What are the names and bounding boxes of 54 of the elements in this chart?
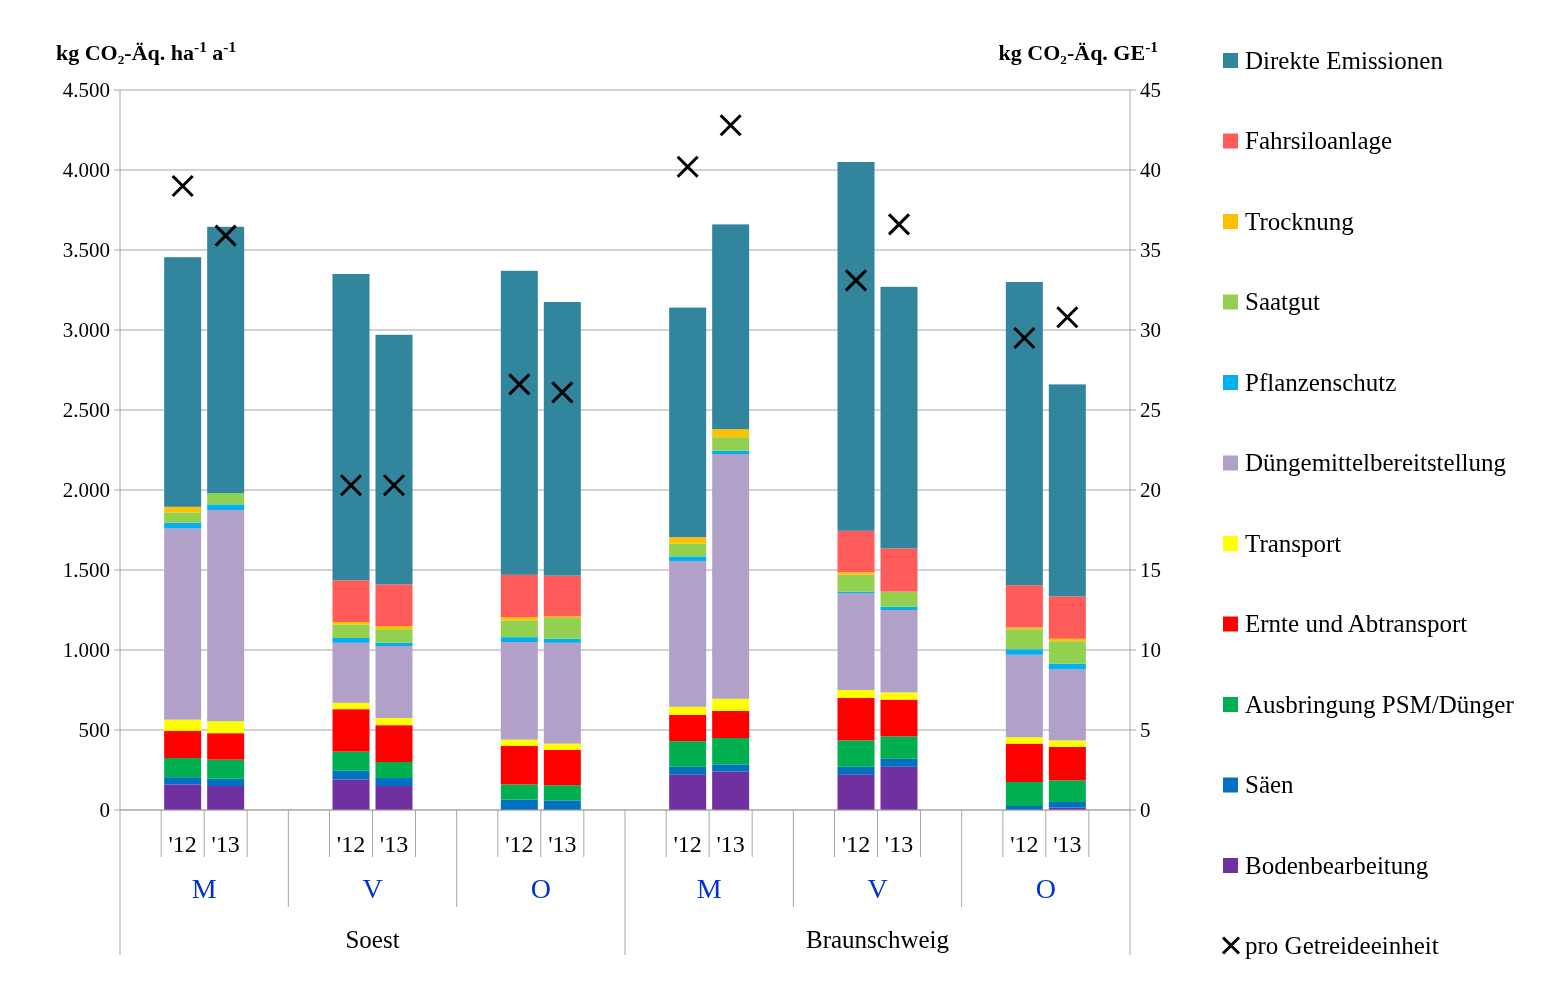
x-tick-label: '13 [716, 831, 745, 857]
text: O [530, 873, 551, 904]
y-tick-label: 2.500 [62, 398, 110, 423]
y-axis-title: kg CO₂-Äq. ha$^{-1}$ a$^{-1}$ [56, 37, 237, 65]
x-tick-label: '13 [884, 831, 914, 857]
text: V [867, 873, 888, 904]
y-tick-label: 0 [99, 798, 110, 823]
legend-label: Direkte Emissionen [1245, 46, 1444, 74]
legend-label: Trocknung [1245, 207, 1355, 235]
x-tick-label: '12 [168, 831, 197, 857]
legend-label: Ernte und Abtransport [1245, 610, 1468, 638]
x-tick-label: '13 [548, 831, 577, 857]
legend-label: Transport [1245, 529, 1342, 557]
legend-label: pro Getreideeinheit [1245, 932, 1439, 960]
y-tick-label: 2.000 [62, 478, 110, 503]
y2-tick-label: 30 [1140, 318, 1161, 343]
x-tick-label: '13 [379, 831, 409, 857]
text: M [191, 873, 217, 904]
legend-label: Ausbringung PSM/Dünger [1245, 690, 1515, 718]
y2-axis-title: kg CO₂-Äq. GE$^{-1}$ [998, 37, 1158, 65]
y2-tick-label: 40 [1140, 158, 1161, 183]
text: M [696, 873, 722, 904]
legend-label: Düngemittelbereitstellung [1245, 449, 1507, 477]
y-tick-label: 4.500 [62, 78, 110, 103]
y2-tick-label: 5 [1140, 718, 1151, 743]
x-tick-label: '12 [505, 831, 534, 857]
y2-tick-label: 45 [1140, 78, 1161, 103]
y2-tick-label: 25 [1140, 398, 1161, 423]
y2-tick-label: 10 [1140, 638, 1161, 663]
y2-tick-label: 0 [1140, 798, 1151, 823]
legend-label: Pflanzenschutz [1245, 368, 1397, 396]
text: O [1035, 873, 1056, 904]
x-tick-label: '13 [1053, 831, 1082, 857]
y2-tick-label: 15 [1140, 558, 1161, 583]
x-tick-label: '12 [841, 831, 871, 857]
y-tick-label: 4.000 [62, 158, 110, 183]
x-tick-label: '12 [1010, 831, 1039, 857]
y-tick-label: 1.000 [62, 638, 110, 663]
x-tick-label: '12 [336, 831, 366, 857]
legend-label: Bodenbearbeitung [1245, 851, 1429, 879]
y2-tick-label: 35 [1140, 238, 1161, 263]
y2-tick-label: 20 [1140, 478, 1161, 503]
legend-label: Fahrsiloanlage [1245, 127, 1393, 155]
legend-label: Saatgut [1245, 288, 1321, 316]
x-tick-label: '13 [211, 831, 240, 857]
y-tick-label: 3.000 [62, 318, 110, 343]
text: Soest [345, 926, 400, 953]
text: V [362, 873, 383, 904]
y-tick-label: 500 [78, 718, 110, 743]
legend-label: Säen [1245, 771, 1295, 799]
y-tick-label: 3.500 [62, 238, 110, 263]
y-tick-label: 1.500 [62, 558, 110, 583]
text: Braunschweig [805, 926, 950, 953]
x-tick-label: '12 [673, 831, 702, 857]
